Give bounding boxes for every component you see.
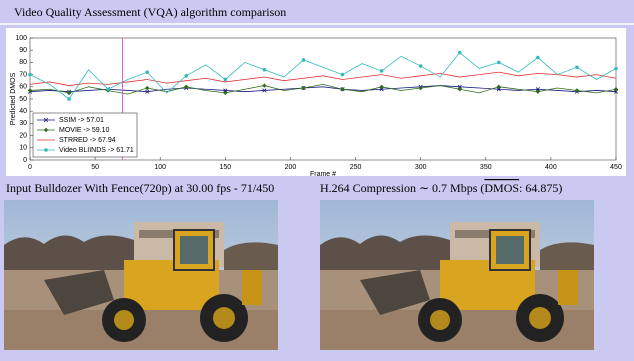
marker bbox=[457, 50, 462, 55]
x-tick-label: 100 bbox=[154, 164, 166, 171]
marker bbox=[496, 87, 501, 92]
marker bbox=[301, 85, 306, 91]
x-tick-label: 350 bbox=[480, 164, 492, 171]
y-tick-label: 0 bbox=[23, 157, 27, 164]
marker bbox=[613, 87, 619, 92]
legend-label: SSIM -> 57.01 bbox=[59, 117, 104, 124]
x-tick-label: 400 bbox=[545, 164, 557, 171]
y-tick-label: 100 bbox=[15, 35, 27, 42]
slide-title: Video Quality Assessment (VQA) algorithm… bbox=[14, 5, 286, 19]
marker bbox=[340, 87, 345, 92]
legend-label: MOVIE -> 59.10 bbox=[59, 127, 109, 134]
marker bbox=[27, 88, 33, 93]
marker bbox=[457, 84, 462, 89]
x-tick-label: 300 bbox=[415, 164, 427, 171]
y-tick-label: 80 bbox=[19, 59, 27, 66]
marker bbox=[614, 66, 618, 71]
y-tick-label: 20 bbox=[19, 132, 27, 139]
y-tick-label: 40 bbox=[19, 108, 27, 115]
marker bbox=[223, 90, 228, 96]
y-tick-label: 10 bbox=[19, 145, 27, 152]
marker bbox=[184, 84, 189, 89]
marker bbox=[613, 89, 619, 94]
y-tick-label: 30 bbox=[19, 120, 27, 127]
marker bbox=[184, 74, 189, 78]
marker bbox=[574, 88, 580, 93]
marker bbox=[497, 60, 501, 65]
marker bbox=[535, 87, 540, 92]
x-tick-label: 250 bbox=[350, 164, 362, 171]
marker bbox=[223, 77, 228, 82]
legend-label: STRRED -> 67.94 bbox=[59, 137, 116, 144]
legend-label: Video BLIINDS -> 61.71 bbox=[59, 147, 134, 154]
marker bbox=[145, 89, 150, 94]
marker bbox=[106, 87, 110, 92]
marker bbox=[145, 85, 150, 91]
marker bbox=[28, 72, 32, 77]
x-axis-label: Frame # bbox=[310, 171, 336, 178]
marker bbox=[575, 65, 579, 70]
marker bbox=[496, 84, 501, 89]
x-tick-label: 0 bbox=[28, 164, 32, 171]
series-line bbox=[29, 83, 617, 95]
marker bbox=[379, 84, 384, 89]
x-tick-label: 150 bbox=[219, 164, 231, 171]
marker bbox=[379, 87, 384, 92]
marker bbox=[379, 69, 384, 73]
x-tick-label: 50 bbox=[91, 164, 99, 171]
marker bbox=[223, 88, 228, 93]
y-tick-label: 70 bbox=[19, 71, 27, 78]
marker bbox=[43, 127, 49, 133]
compressed-frame bbox=[320, 200, 594, 350]
marker bbox=[457, 87, 462, 92]
y-tick-label: 60 bbox=[19, 84, 27, 91]
marker bbox=[262, 83, 267, 88]
y-tick-label: 90 bbox=[19, 47, 27, 54]
marker bbox=[535, 89, 541, 94]
marker bbox=[262, 67, 267, 72]
y-tick-label: 50 bbox=[19, 96, 27, 103]
series-line bbox=[29, 71, 617, 86]
series-line bbox=[29, 52, 617, 100]
x-tick-label: 450 bbox=[610, 164, 622, 171]
series-line bbox=[29, 85, 617, 93]
marker bbox=[418, 85, 423, 91]
marker bbox=[301, 58, 306, 62]
marker bbox=[67, 97, 71, 101]
marker bbox=[44, 148, 48, 152]
y-axis-label: Predicted DMOS bbox=[10, 72, 17, 125]
marker bbox=[418, 64, 423, 68]
input-frame bbox=[4, 200, 278, 350]
marker bbox=[536, 55, 540, 60]
marker bbox=[66, 90, 72, 96]
caption: H.264 Compression ∼ 0.7 Mbps (DMOS: 64.8… bbox=[320, 181, 562, 195]
marker bbox=[340, 72, 345, 77]
x-tick-label: 200 bbox=[285, 164, 297, 171]
marker bbox=[43, 117, 49, 123]
caption: Input Bulldozer With Fence(720p) at 30.0… bbox=[6, 181, 274, 195]
marker bbox=[145, 70, 149, 74]
marker bbox=[262, 88, 267, 93]
chart: 0 10 20 30 40 50 60 70 80 90 100 0 50 100 150 200 250 300… bbox=[10, 35, 622, 178]
